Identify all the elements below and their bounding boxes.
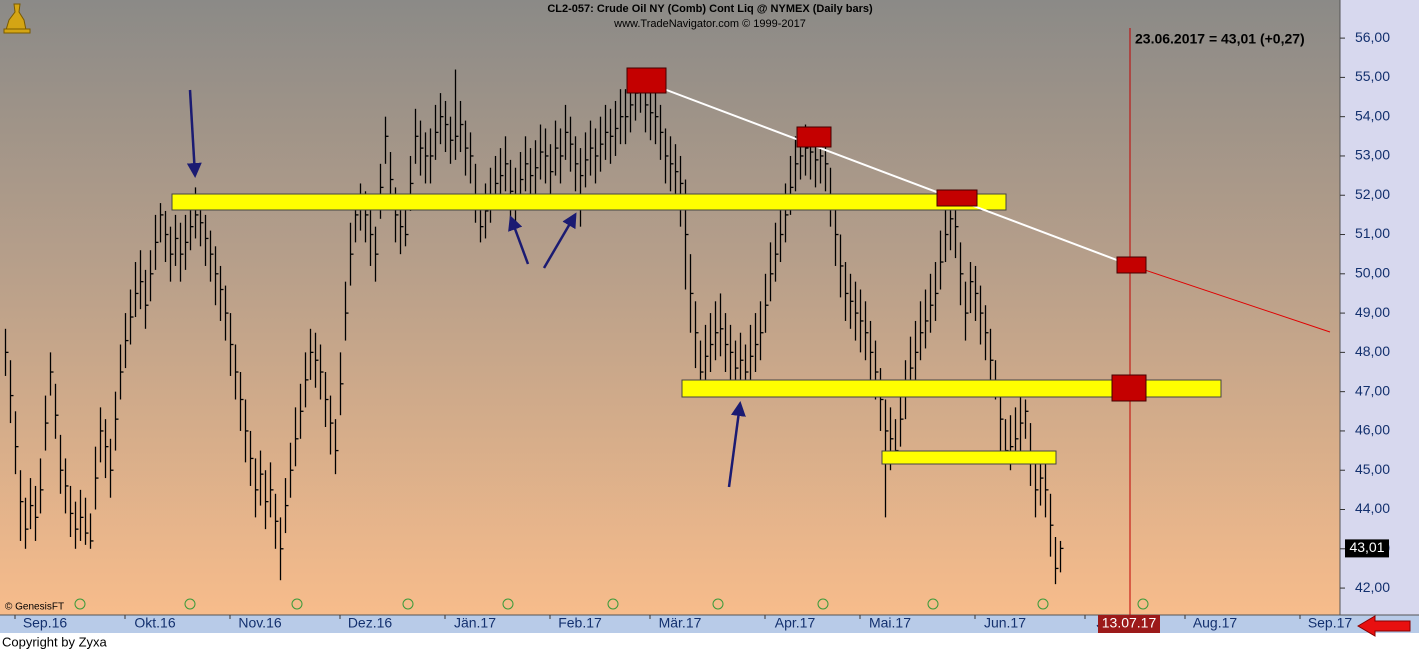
y-tick-label: 52,00 (1355, 186, 1390, 202)
cursor-label: 23.06.2017 = 43,01 (+0,27) (1135, 31, 1305, 47)
support-zone (681, 379, 1222, 398)
time-axis-background (0, 615, 1419, 633)
pivot-marker (626, 67, 667, 94)
x-tick-label: Mai.17 (869, 615, 911, 631)
chart-title: CL2-057: Crude Oil NY (Comb) Cont Liq @ … (547, 3, 873, 15)
support-zone (881, 450, 1057, 465)
cursor-date-label: 13.07.17 (1102, 615, 1157, 631)
pivot-marker (936, 189, 978, 207)
y-tick-label: 44,00 (1355, 500, 1390, 516)
y-tick-label: 49,00 (1355, 304, 1390, 320)
x-tick-label: Mär.17 (659, 615, 702, 631)
plot-background (0, 0, 1340, 615)
y-tick-label: 56,00 (1355, 29, 1390, 45)
annotations (171, 28, 1411, 637)
x-tick-label: Feb.17 (558, 615, 602, 631)
price-axis-background (1340, 0, 1419, 615)
y-tick-label: 42,00 (1355, 579, 1390, 595)
y-tick-label: 45,00 (1355, 461, 1390, 477)
y-tick-label: 51,00 (1355, 225, 1390, 241)
x-tick-label: Jun.17 (984, 615, 1026, 631)
y-tick-label: 50,00 (1355, 265, 1390, 281)
cursor-date-box (1098, 615, 1160, 633)
copyright: Copyright by Zyxa (2, 634, 108, 649)
x-tick-label: Okt.16 (134, 615, 175, 631)
x-tick-label: Jän.17 (454, 615, 496, 631)
arrow (727, 401, 746, 488)
chart-subtitle: www.TradeNavigator.com © 1999-2017 (613, 18, 806, 30)
source-note: © GenesisFT (5, 602, 64, 613)
y-tick-label: 47,00 (1355, 382, 1390, 398)
arrow (186, 89, 202, 178)
pivot-marker (1111, 374, 1147, 402)
y-tick-label: 46,00 (1355, 422, 1390, 438)
arrow (508, 215, 530, 265)
x-tick-label: Dez.16 (348, 615, 393, 631)
x-tick-label: Nov.16 (238, 615, 282, 631)
y-tick-label: 48,00 (1355, 343, 1390, 359)
resistance-zone (171, 193, 1007, 211)
footer-background (0, 633, 1419, 651)
x-tick-label: Aug.17 (1193, 615, 1238, 631)
x-tick-label: Apr.17 (775, 615, 816, 631)
pivot-marker (1116, 256, 1147, 274)
trend-extension (1129, 264, 1331, 333)
last-price-label: 43,01 (1349, 539, 1384, 555)
pivot-marker (796, 126, 832, 148)
x-tick-label: Sep.16 (23, 615, 68, 631)
y-tick-label: 55,00 (1355, 68, 1390, 84)
arrow (542, 212, 577, 269)
scroll-arrow[interactable] (1357, 615, 1411, 637)
y-tick-label: 53,00 (1355, 147, 1390, 163)
x-tick-label: Sep.17 (1308, 615, 1353, 631)
event-icons (74, 598, 1149, 610)
logo (3, 3, 31, 34)
last-price-box (1345, 539, 1389, 558)
y-tick-label: 54,00 (1355, 107, 1390, 123)
trend-line (639, 79, 1131, 266)
